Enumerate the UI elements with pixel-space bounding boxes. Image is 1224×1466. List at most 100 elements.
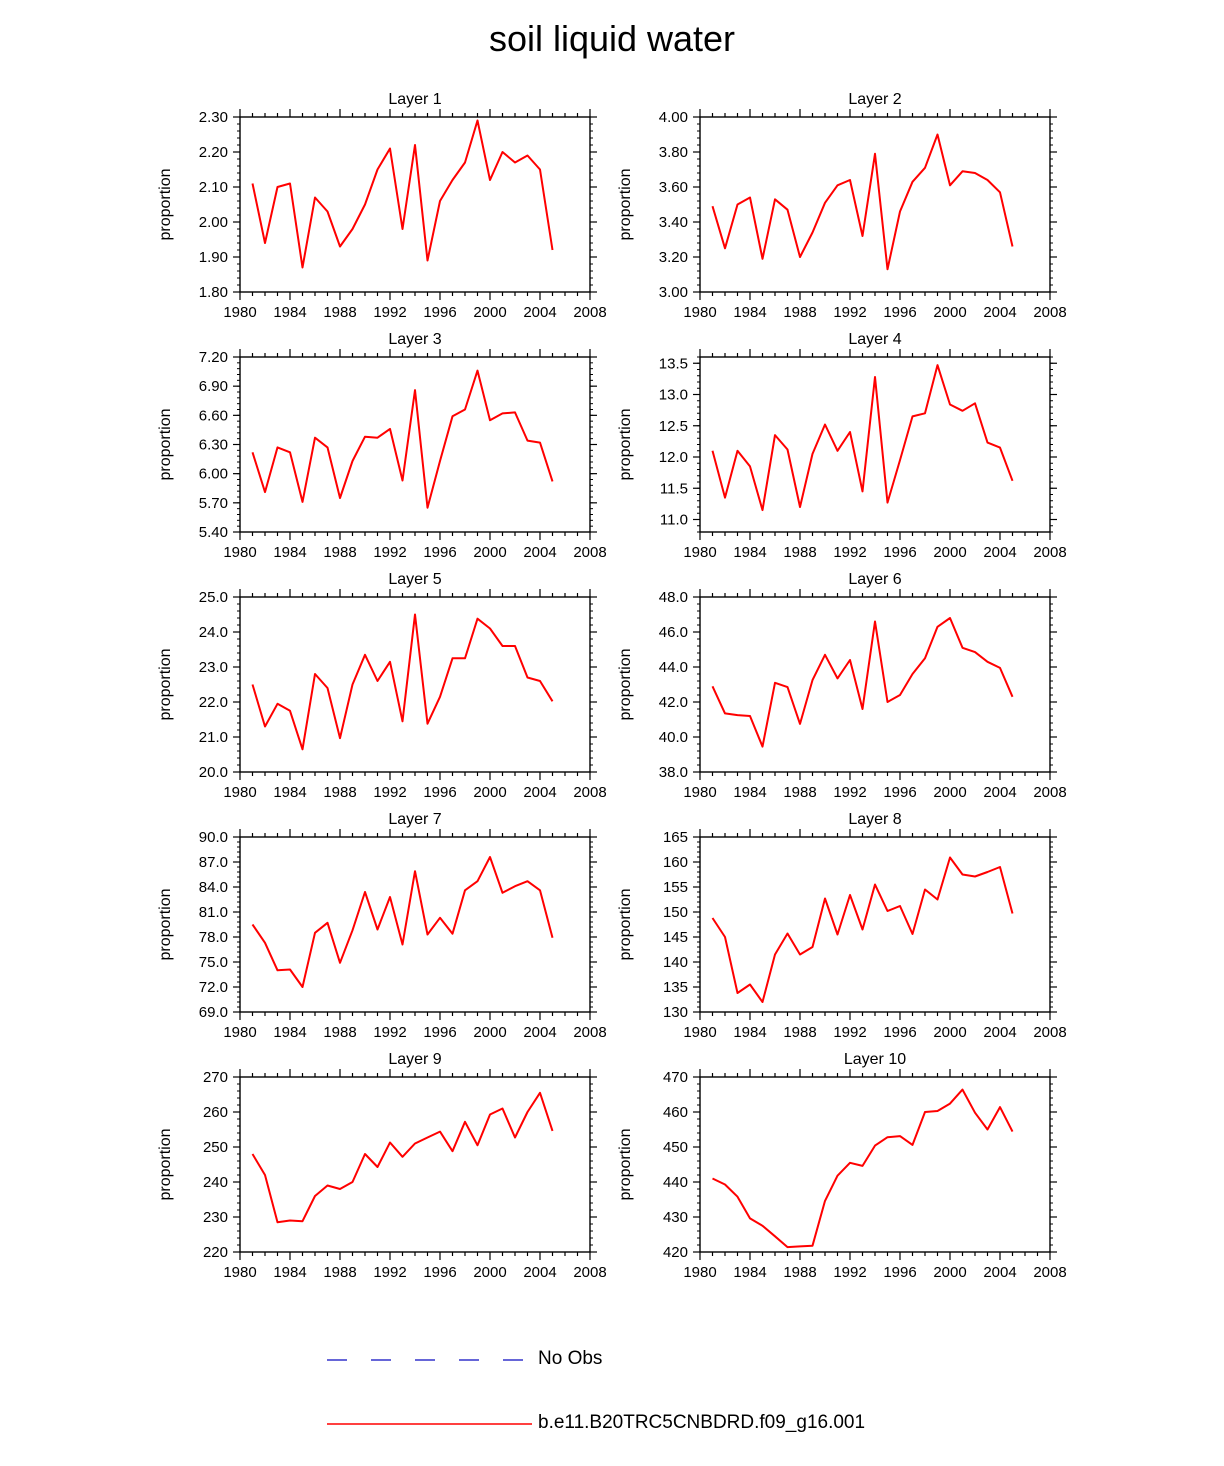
y-tick-label: 6.30 [199,437,228,454]
x-tick-label: 1988 [783,1264,816,1281]
x-tick-label: 2000 [933,544,966,561]
y-axis-label: proportion [617,888,634,960]
panel-title: Layer 9 [388,1051,441,1068]
x-tick-label: 2008 [573,544,606,561]
panel-title: Layer 8 [848,811,901,828]
x-tick-label: 1996 [423,784,456,801]
y-tick-label: 270 [203,1069,228,1086]
x-tick-label: 2004 [523,544,556,561]
y-tick-label: 220 [203,1244,228,1261]
y-tick-label: 3.60 [659,179,688,196]
x-tick-label: 2004 [983,784,1016,801]
x-tick-label: 1980 [683,544,716,561]
legend-no-obs-label: No Obs [538,1348,603,1369]
y-tick-label: 81.0 [199,904,228,921]
y-tick-label: 2.10 [199,179,228,196]
page-title: soil liquid water [488,18,736,59]
x-tick-label: 1984 [273,1024,306,1041]
series-line [711,856,1014,1003]
x-tick-label: 2004 [983,1024,1016,1041]
x-tick-label: 1980 [683,784,716,801]
y-tick-label: 23.0 [199,659,228,676]
x-tick-label: 1980 [223,1264,256,1281]
y-tick-label: 12.0 [659,449,688,466]
y-tick-label: 2.00 [199,214,228,231]
y-tick-label: 25.0 [199,589,228,606]
series-line [251,856,554,988]
x-tick-label: 2008 [1033,1264,1066,1281]
x-tick-label: 1984 [733,544,766,561]
series-line [712,1088,1014,1249]
x-tick-label: 1980 [223,784,256,801]
y-tick-label: 150 [663,904,688,921]
x-tick-label: 1984 [273,1264,306,1281]
panel-title: Layer 4 [848,331,901,348]
x-tick-label: 1996 [883,784,916,801]
y-tick-label: 7.20 [199,349,228,366]
x-tick-label: 2004 [523,1024,556,1041]
y-tick-label: 450 [663,1139,688,1156]
y-tick-label: 145 [663,929,688,946]
x-tick-label: 2004 [983,1264,1016,1281]
y-tick-label: 12.5 [659,418,688,435]
x-tick-label: 1988 [323,784,356,801]
y-tick-label: 140 [663,954,688,971]
y-tick-label: 78.0 [199,929,228,946]
y-tick-label: 420 [663,1244,688,1261]
series-line [251,369,554,509]
y-tick-label: 3.00 [659,284,688,301]
x-tick-label: 2000 [473,544,506,561]
x-tick-label: 1992 [373,1024,406,1041]
y-tick-label: 6.00 [199,466,228,483]
y-tick-label: 230 [203,1209,228,1226]
x-tick-label: 1996 [423,1024,456,1041]
x-tick-label: 1988 [783,784,816,801]
x-tick-label: 1988 [323,544,356,561]
y-tick-label: 21.0 [199,729,228,746]
y-axis-label: proportion [157,648,174,720]
x-tick-label: 1984 [733,1024,766,1041]
y-tick-label: 11.0 [660,512,688,529]
x-tick-label: 1992 [833,784,866,801]
series-line [711,364,1014,512]
x-tick-label: 1988 [323,1024,356,1041]
x-tick-label: 2004 [983,304,1016,321]
x-tick-label: 1980 [223,1024,256,1041]
y-axis-label: proportion [617,648,634,720]
y-tick-label: 13.0 [659,387,688,404]
y-tick-label: 44.0 [659,659,688,676]
y-tick-label: 250 [203,1139,228,1156]
y-tick-label: 440 [663,1174,688,1191]
panel-layer-4: Layer 4 1980 1984 1988 1992 1996 2000 2004 2008 1… [617,331,1067,561]
x-tick-label: 2008 [573,304,606,321]
x-tick-label: 1984 [273,304,306,321]
x-tick-label: 1988 [783,304,816,321]
y-tick-label: 5.70 [199,495,228,512]
panel-layer-8: Layer 8 1980 1984 1988 1992 1996 2000 2004 2008 1… [617,811,1067,1041]
panel-layer-5: Layer 5 1980 1984 1988 1992 1996 2000 2004 2008 2… [157,571,607,801]
y-tick-label: 20.0 [199,764,228,781]
panel-layer-9: Layer 9 1980 1984 1988 1992 1996 2000 2004 2008 2… [157,1051,607,1281]
y-tick-label: 13.5 [659,355,688,372]
x-tick-label: 1992 [373,1264,406,1281]
x-tick-label: 2004 [523,304,556,321]
panel-title: Layer 3 [388,331,441,348]
panel-layer-6: Layer 6 1980 1984 1988 1992 1996 2000 2004 2008 3… [617,571,1067,801]
y-tick-label: 2.30 [199,109,228,126]
x-tick-label: 1980 [683,1024,716,1041]
y-tick-label: 90.0 [199,829,228,846]
series-line [711,133,1014,271]
series-line [711,617,1014,748]
x-tick-label: 1988 [323,1264,356,1281]
y-tick-label: 460 [663,1104,688,1121]
x-tick-label: 2004 [983,544,1016,561]
y-axis-label: proportion [157,168,174,240]
x-tick-label: 1992 [373,784,406,801]
x-tick-label: 2000 [473,1024,506,1041]
y-tick-label: 135 [663,979,688,996]
y-tick-label: 3.40 [659,214,688,231]
y-tick-label: 6.90 [199,378,228,395]
x-tick-label: 2008 [1033,784,1066,801]
